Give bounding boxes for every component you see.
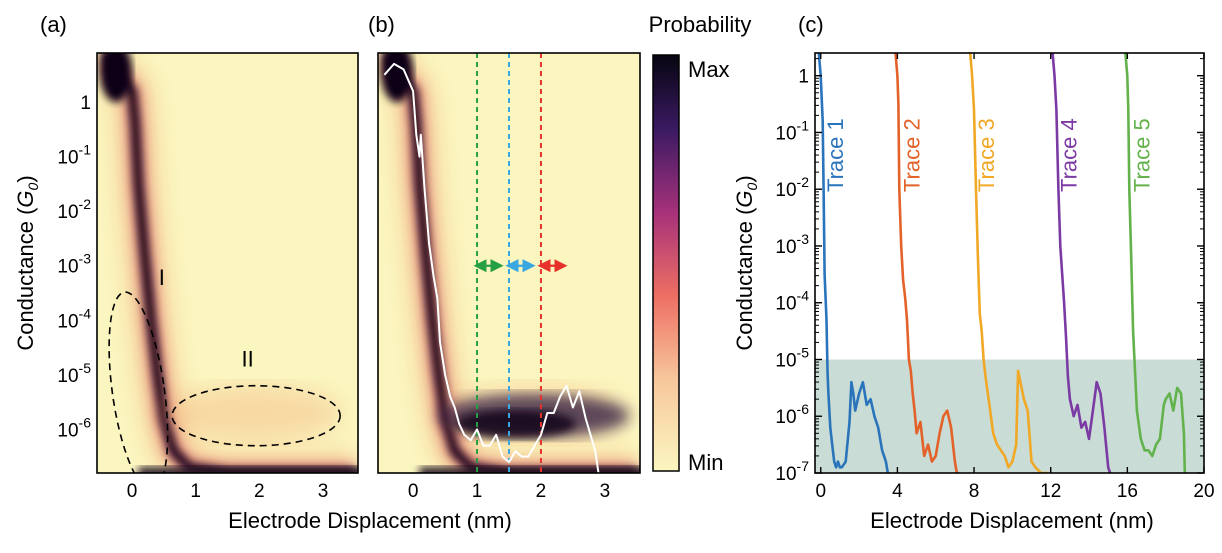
panel-a-heatmap-floor bbox=[138, 466, 358, 473]
panel-c-trace-5-label: Trace 5 bbox=[1129, 118, 1154, 192]
panel-c-ytick-label: 10-4 bbox=[775, 288, 809, 315]
panel-c-trace-4 bbox=[1051, 53, 1112, 473]
panel-b-xtick-label: 3 bbox=[600, 481, 611, 502]
panel-c-trace-1-label: Trace 1 bbox=[823, 118, 848, 192]
panel-c-trace-3-label: Trace 3 bbox=[974, 118, 999, 192]
panel-b: 0 1 2 3 bbox=[377, 52, 641, 502]
panel-a-annotations bbox=[108, 291, 341, 473]
y-axis-label-c-sub: 0 bbox=[744, 182, 760, 190]
panel-c: Trace 1 Trace 2 Trace 3 Trace 4 Trace 5 1 10-1… bbox=[775, 52, 1215, 502]
panel-c-trace-1 bbox=[817, 53, 890, 473]
panel-a-ytick-label: 10-3 bbox=[57, 251, 91, 278]
panel-a-ytick-label: 1 bbox=[80, 93, 91, 114]
panel-b-heatmap-floor bbox=[419, 466, 640, 473]
panel-a-region-i-outline bbox=[108, 291, 169, 473]
colorbar-gradient bbox=[652, 54, 680, 472]
panel-label-c: (c) bbox=[798, 12, 824, 37]
panel-c-xtick-label: 0 bbox=[815, 481, 826, 502]
colorbar-max-label: Max bbox=[688, 57, 730, 82]
x-axis-label-ab: Electrode Displacement (nm) bbox=[228, 508, 512, 533]
panel-c-ytick-label: 10-1 bbox=[775, 117, 809, 144]
y-axis-label-c-prefix: Conductance ( bbox=[732, 207, 757, 351]
x-axis-label-c: Electrode Displacement (nm) bbox=[870, 508, 1154, 533]
panel-c-traces bbox=[817, 53, 1187, 473]
panel-a-region-ii-label: II bbox=[242, 347, 254, 372]
y-axis-label-ab-sub: 0 bbox=[25, 182, 41, 190]
panel-c-xtick-label: 4 bbox=[892, 481, 903, 502]
panel-a-heatmap bbox=[97, 53, 358, 473]
colorbar-min-label: Min bbox=[688, 450, 723, 475]
panel-label-a: (a) bbox=[40, 12, 67, 37]
panel-a-xtick-label: 2 bbox=[254, 481, 265, 502]
panel-c-xtick-label: 12 bbox=[1040, 481, 1061, 502]
panel-c-shaded-region bbox=[815, 359, 1204, 473]
panel-c-ytick-label: 10-5 bbox=[775, 344, 809, 371]
panel-c-xtick-label: 8 bbox=[969, 481, 980, 502]
panel-a-xtick-label: 1 bbox=[190, 481, 201, 502]
panel-c-trace-3 bbox=[968, 53, 1049, 473]
panel-c-trace-2 bbox=[894, 53, 959, 473]
panel-a-ytick-label: 10-2 bbox=[57, 196, 91, 223]
panel-c-trace-5 bbox=[1124, 53, 1187, 473]
panel-a-axes-frame bbox=[96, 52, 359, 474]
panel-a-ytick-label: 10-4 bbox=[57, 305, 91, 332]
panel-b-axes-frame bbox=[377, 52, 641, 474]
panel-c-xtick-label: 20 bbox=[1193, 481, 1214, 502]
panel-a-xtick-label: 3 bbox=[318, 481, 329, 502]
y-axis-label-c-var: G bbox=[732, 190, 757, 207]
panel-a-region-ii-outline bbox=[171, 384, 341, 447]
panel-c-ytick-label: 10-3 bbox=[775, 231, 809, 258]
panel-c-ytick-label: 10-2 bbox=[775, 174, 809, 201]
y-axis-label-c: Conductance (G0) bbox=[732, 175, 760, 350]
panel-b-heatmap-contact-blob bbox=[381, 53, 414, 103]
panel-a-region-i-label: I bbox=[159, 265, 165, 290]
panel-b-xtick-label: 2 bbox=[536, 481, 547, 502]
panel-a-ytick-label: 10-6 bbox=[57, 414, 91, 441]
panel-c-ytick-label: 1 bbox=[798, 67, 809, 88]
y-axis-label-ab-prefix: Conductance ( bbox=[13, 207, 38, 351]
colorbar: Probability Max Min bbox=[649, 12, 752, 475]
panel-b-xtick-label: 1 bbox=[472, 481, 483, 502]
colorbar-title: Probability bbox=[649, 12, 752, 37]
panel-c-trace-4-label: Trace 4 bbox=[1057, 118, 1082, 192]
y-axis-label-c-suffix: ) bbox=[732, 175, 757, 182]
panel-a-ytick-label: 10-5 bbox=[57, 360, 91, 387]
panel-c-xtick-label: 16 bbox=[1117, 481, 1138, 502]
y-axis-label-ab-suffix: ) bbox=[13, 175, 38, 182]
panel-b-example-trace bbox=[383, 62, 600, 473]
panel-c-ytick-label: 10-6 bbox=[775, 401, 809, 428]
panel-a-heatmap-plateau-halo bbox=[162, 385, 343, 441]
panel-c-trace-2-label: Trace 2 bbox=[899, 118, 924, 192]
panel-a-xtick-label: 0 bbox=[127, 481, 138, 502]
panel-a-ytick-label: 10-1 bbox=[57, 142, 91, 169]
panel-b-xtick-label: 0 bbox=[408, 481, 419, 502]
panel-c-ytick-label: 10-7 bbox=[775, 458, 809, 485]
panel-b-heatmap bbox=[378, 53, 640, 473]
y-axis-label-ab: Conductance (G0) bbox=[13, 175, 41, 350]
y-axis-label-ab-var: G bbox=[13, 190, 38, 207]
panel-a-heatmap-contact-blob bbox=[100, 53, 133, 103]
panel-label-b: (b) bbox=[368, 12, 395, 37]
